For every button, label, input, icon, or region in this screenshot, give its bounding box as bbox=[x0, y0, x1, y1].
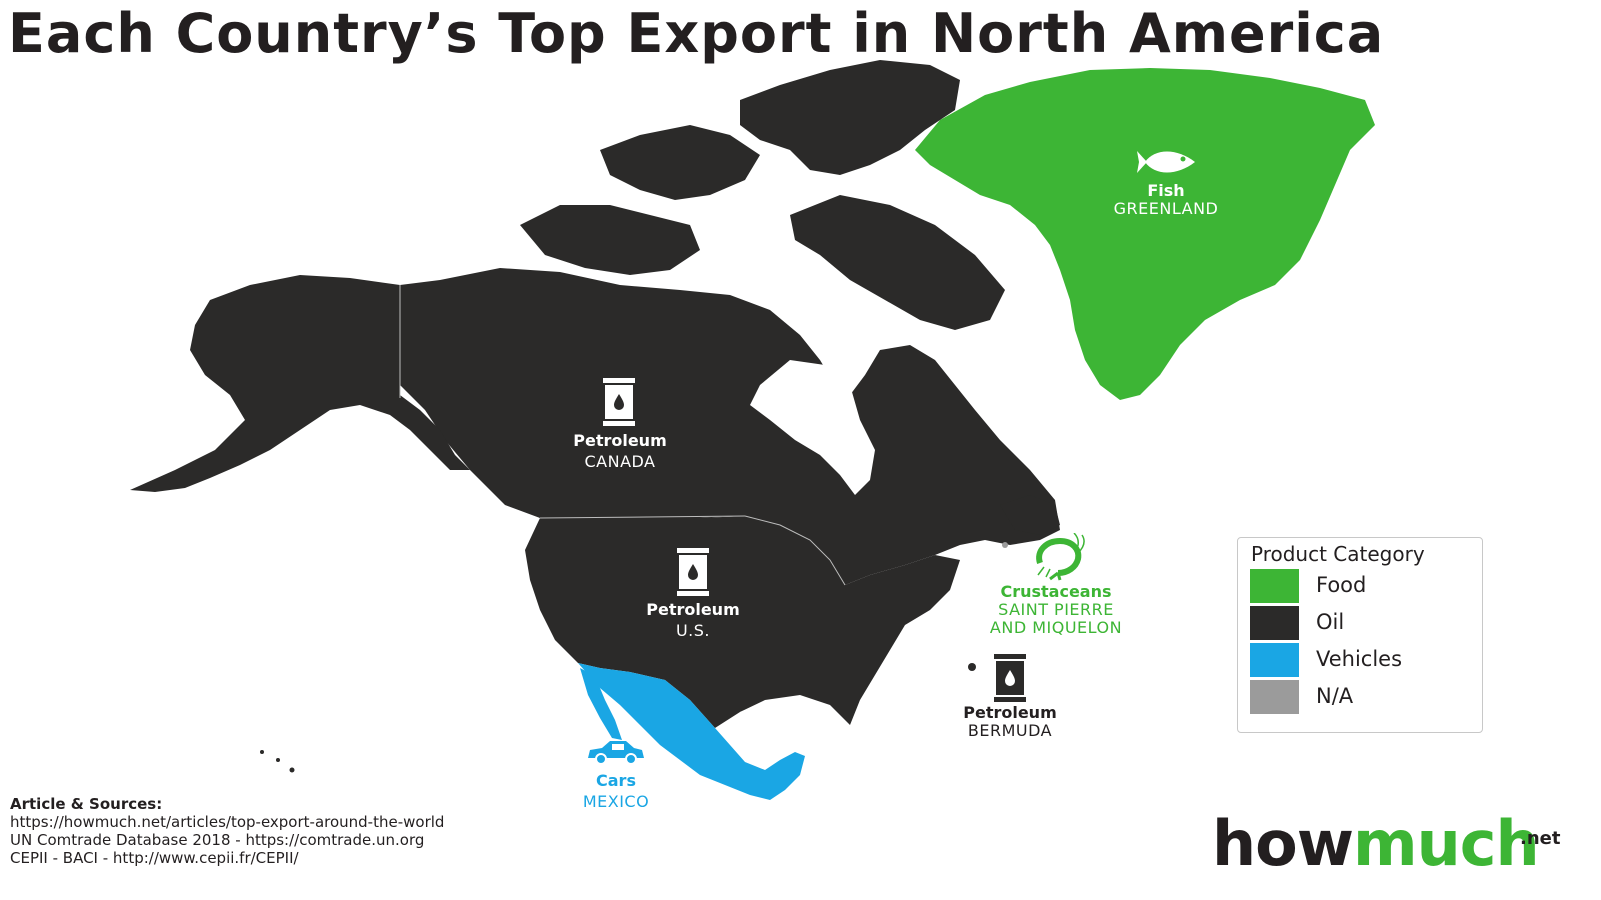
bermuda-country: BERMUDA bbox=[967, 721, 1053, 740]
spm-country-line2: AND MIQUELON bbox=[989, 618, 1123, 637]
canada-product: Petroleum bbox=[573, 431, 667, 450]
oil-barrel-icon bbox=[603, 378, 635, 426]
us-region[interactable] bbox=[525, 516, 960, 728]
legend-item-food: Food bbox=[1250, 569, 1470, 603]
spm-product: Crustaceans bbox=[1000, 582, 1112, 601]
howmuch-logo[interactable]: howmuch bbox=[1212, 807, 1540, 880]
hawaii-dot-3 bbox=[289, 767, 295, 773]
newfoundland bbox=[1000, 495, 1060, 535]
source-link-article[interactable]: https://howmuch.net/articles/top-export-… bbox=[10, 813, 445, 831]
greenland-product: Fish bbox=[1147, 181, 1185, 200]
spm-country-line1: SAINT PIERRE bbox=[998, 600, 1114, 619]
sources-heading: Article & Sources: bbox=[10, 795, 163, 813]
us-label: Petroleum U.S. bbox=[633, 601, 753, 640]
us-product: Petroleum bbox=[646, 600, 740, 619]
bermuda-label: Petroleum BERMUDA bbox=[955, 704, 1065, 740]
shrimp-icon bbox=[1036, 533, 1085, 581]
oil-barrel-icon bbox=[994, 654, 1026, 702]
bermuda-marker bbox=[968, 663, 976, 671]
legend-title: Product Category bbox=[1251, 542, 1425, 566]
legend-item-na: N/A bbox=[1250, 680, 1470, 714]
mexico-region[interactable] bbox=[578, 663, 805, 800]
mexico-label: Cars MEXICO bbox=[566, 772, 666, 811]
alaska-region[interactable] bbox=[130, 275, 470, 492]
greenland-country: GREENLAND bbox=[1113, 199, 1219, 218]
baja-california bbox=[580, 668, 622, 740]
legend-swatch-food bbox=[1250, 569, 1299, 603]
canada-label: Petroleum CANADA bbox=[560, 432, 680, 471]
hawaii-dot bbox=[260, 750, 264, 754]
source-cepii[interactable]: CEPII - BACI - http://www.cepii.fr/CEPII… bbox=[10, 849, 299, 867]
us-country: U.S. bbox=[675, 621, 711, 640]
spm-label: Crustaceans SAINT PIERRE AND MIQUELON bbox=[975, 583, 1137, 637]
legend-label-oil: Oil bbox=[1316, 610, 1345, 634]
legend-label-na: N/A bbox=[1316, 684, 1354, 708]
canada-region[interactable] bbox=[400, 268, 1060, 585]
fish-icon bbox=[1137, 151, 1195, 173]
legend: Product Category Food Oil Vehicles N/A bbox=[1237, 537, 1483, 733]
legend-label-vehicles: Vehicles bbox=[1316, 647, 1403, 671]
mexico-country: MEXICO bbox=[582, 792, 650, 811]
sources-block: Article & Sources: https://howmuch.net/a… bbox=[10, 795, 444, 867]
oil-barrel-icon bbox=[677, 548, 709, 596]
arctic-islands bbox=[740, 60, 960, 175]
gulf-of-mexico bbox=[740, 700, 848, 752]
logo-part-much: much bbox=[1353, 807, 1540, 880]
legend-swatch-oil bbox=[1250, 606, 1299, 640]
legend-label-food: Food bbox=[1316, 573, 1367, 597]
arctic-islands-3 bbox=[520, 205, 700, 275]
greenland-region[interactable] bbox=[915, 68, 1375, 400]
arctic-islands-2 bbox=[600, 125, 760, 200]
logo-tld: .net bbox=[1520, 828, 1561, 849]
hudson-bay bbox=[750, 360, 875, 495]
logo-part-how: how bbox=[1212, 807, 1354, 880]
bermuda-product: Petroleum bbox=[963, 703, 1057, 722]
hawaii-dot-2 bbox=[276, 758, 280, 762]
source-comtrade[interactable]: UN Comtrade Database 2018 - https://comt… bbox=[10, 831, 425, 849]
legend-swatch-vehicles bbox=[1250, 643, 1299, 677]
mexico-product: Cars bbox=[596, 771, 636, 790]
legend-swatch-na bbox=[1250, 680, 1299, 714]
greenland-label: Fish GREENLAND bbox=[1100, 182, 1232, 218]
baffin-island bbox=[790, 195, 1005, 330]
legend-item-oil: Oil bbox=[1250, 606, 1470, 640]
canada-country: CANADA bbox=[584, 452, 656, 471]
spm-marker bbox=[1002, 542, 1008, 548]
map-title: Each Country’s Top Export in North Ameri… bbox=[8, 2, 1385, 65]
car-icon bbox=[588, 741, 644, 765]
legend-item-vehicles: Vehicles bbox=[1250, 643, 1470, 677]
